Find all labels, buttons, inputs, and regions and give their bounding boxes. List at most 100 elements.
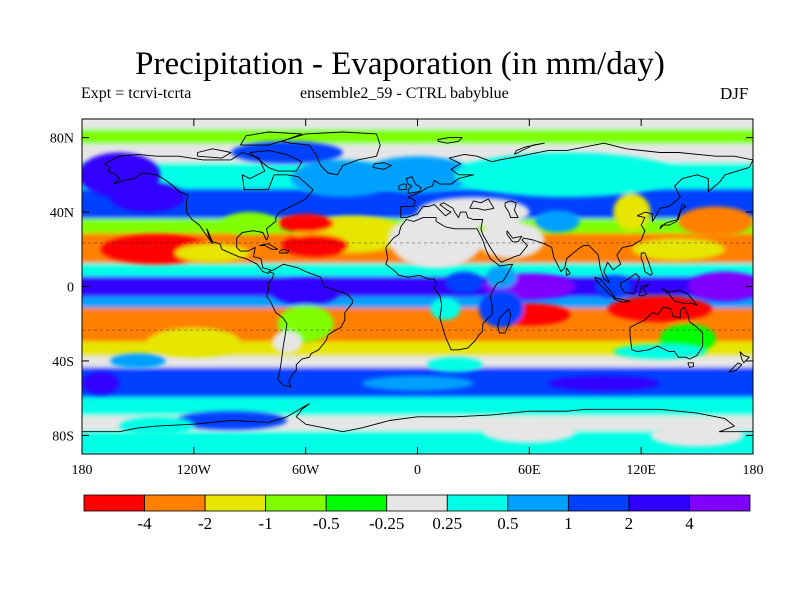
field-patch (147, 327, 241, 358)
field-patch (272, 279, 340, 306)
coastline-sulawesi (638, 284, 650, 297)
coastline-south-america (266, 263, 353, 388)
x-tick-label: 60W (292, 463, 320, 478)
field-band (82, 397, 753, 418)
field-patch (650, 424, 744, 447)
coastline-arabia-gulf (506, 230, 523, 243)
coastline-ireland (398, 183, 407, 191)
coastline-africa (385, 217, 514, 351)
colorbar-swatch (446, 494, 509, 512)
field-patch (389, 212, 483, 268)
x-tick-label: 180 (72, 463, 93, 478)
field-patch (361, 375, 474, 391)
coastline-tasmania (687, 362, 694, 368)
colorbar-swatch (144, 494, 206, 512)
colorbar-swatch (628, 494, 690, 512)
field-patch (613, 344, 707, 360)
season-label: DJF (720, 84, 749, 103)
colorbar: -4 -2 -1 -0.5 -0.25 0.25 0.5 1 2 4 (83, 494, 751, 533)
field-patch (277, 213, 334, 233)
colorbar-label: -0.5 (313, 514, 340, 533)
coastline-madagascar (497, 308, 512, 334)
colorbar-label: -2 (198, 514, 212, 533)
y-tick-label: 40S (52, 355, 74, 370)
field-band (82, 430, 753, 454)
coastline-baffin (249, 150, 303, 172)
colorbar-swatch (567, 494, 630, 512)
coastline-novaya-zemlya (513, 142, 545, 155)
x-tick-label: 0 (414, 463, 421, 478)
field-patch (454, 152, 679, 198)
field-patch (547, 375, 660, 391)
coastline-ellesmere (240, 131, 303, 146)
colorbar-label: -4 (137, 514, 152, 533)
coastline-hispaniola (279, 248, 290, 254)
field-patch (175, 243, 250, 263)
y-tick-label: 40N (50, 206, 74, 221)
field-patches (82, 141, 753, 447)
coastline-japan (659, 204, 687, 230)
field-band (82, 356, 753, 370)
field-patch (486, 266, 517, 289)
coastline-eurasia (400, 142, 753, 284)
coastline-australia (629, 306, 704, 360)
coastline-greenland (281, 131, 381, 176)
coastline-antarctica (82, 403, 753, 433)
coastline-borneo (620, 273, 640, 295)
coastlines (82, 131, 753, 433)
field-patch (613, 193, 651, 231)
y-tick-label: 80S (52, 429, 74, 444)
field-band (82, 263, 753, 279)
field-patch (687, 271, 753, 302)
field-band (82, 341, 753, 359)
colorbar-label: -1 (259, 514, 273, 533)
field-patch (109, 353, 166, 369)
precip-field (82, 119, 753, 454)
coastline-victoria (197, 148, 232, 159)
coastline-new-guinea (661, 287, 698, 306)
field-patch (272, 331, 302, 354)
coastline-java (612, 297, 631, 303)
field-patch (678, 206, 753, 237)
colorbar-swatch (386, 494, 448, 512)
coastline-philippines (640, 252, 653, 276)
field-band (82, 296, 753, 310)
colorbar-label: 0.25 (432, 514, 462, 533)
field-patch (482, 420, 576, 443)
chart-title: Precipitation - Evaporation (in mm/day) (135, 46, 665, 82)
colorbar-swatch (689, 494, 751, 512)
colorbar-swatch (325, 494, 388, 512)
coastline-north-america (104, 152, 314, 274)
field-patch (631, 238, 726, 261)
coastline-black-sea (469, 198, 495, 211)
field-patch (607, 295, 712, 322)
field-patch (82, 372, 120, 395)
colorbar-label: -0.25 (369, 514, 404, 533)
colorbar-swatch (265, 494, 327, 512)
field-patch (479, 290, 524, 328)
coastline-sumatra (594, 276, 616, 299)
axis-ticks: 180 120W 60W 0 60E 120E 180 80N 40N 0 40S 80S (50, 119, 764, 478)
field-patch (594, 275, 632, 298)
colorbar-label: 0.5 (497, 514, 518, 533)
field-patch (426, 357, 483, 373)
coastline-britain (405, 176, 422, 194)
colorbar-label: 2 (625, 514, 634, 533)
field-patch (281, 234, 349, 257)
coastline-new-zealand-north (739, 351, 750, 364)
field-band (82, 276, 753, 299)
colorbar-label: 4 (685, 514, 694, 533)
x-tick-label: 120W (177, 463, 212, 478)
y-tick-label: 80N (50, 132, 74, 147)
coastline-sri-lanka (565, 267, 571, 276)
field-patch (534, 210, 580, 233)
colorbar-swatch (83, 494, 145, 512)
y-tick-label: 0 (67, 281, 74, 296)
x-tick-label: 120E (626, 463, 656, 478)
field-patch (430, 297, 461, 321)
colorbar-label: 1 (564, 514, 573, 533)
field-patch (221, 212, 278, 235)
ensemble-label: ensemble2_59 - CTRL babyblue (300, 85, 509, 102)
coastline-caspian (504, 200, 519, 219)
